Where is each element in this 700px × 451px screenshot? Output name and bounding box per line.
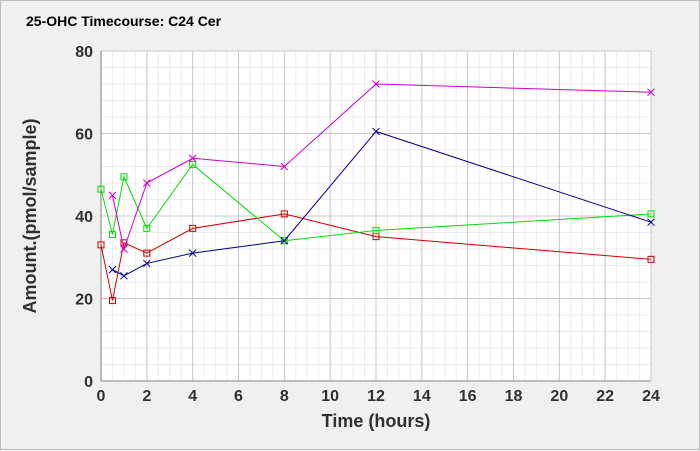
data-point [120,239,128,247]
data-point [189,224,197,232]
data-point [372,226,380,234]
data-point [97,241,105,249]
series-group [97,80,655,305]
data-point [280,236,289,245]
series-line [100,213,652,301]
x-tick-label: 4 [188,388,197,405]
series-3 [108,127,655,280]
x-tick-label: 14 [413,388,431,405]
x-axis-title: Time (hours) [322,411,431,431]
x-tick-label: 22 [596,388,614,405]
data-point [372,127,380,136]
x-tick-label: 8 [280,388,289,405]
data-point [120,173,128,181]
x-tick-label: 24 [642,388,660,405]
data-point [280,162,289,171]
series-2 [97,160,655,245]
data-point [143,249,151,257]
y-tick-label: 0 [84,374,93,391]
y-tick-label: 60 [75,127,93,144]
data-point [108,231,116,239]
series-1 [97,210,655,305]
data-point [647,210,655,218]
x-tick-label: 18 [505,388,523,405]
x-tick-label: 12 [367,388,385,405]
data-point [108,191,117,200]
x-tick-label: 10 [321,388,339,405]
data-point [372,80,380,88]
y-tick-label: 20 [75,292,93,309]
data-point [108,297,116,305]
data-point [188,154,197,163]
y-axis-title: Amount.(pmol/sample) [20,118,40,313]
y-tick-label: 40 [75,209,93,226]
data-point [647,88,655,97]
x-tick-label: 6 [234,388,243,405]
data-point [142,179,151,187]
data-point [647,255,655,263]
data-point [97,185,105,193]
data-point [142,259,151,268]
data-point [143,224,151,232]
data-point [647,218,655,227]
series-line [100,163,652,242]
data-point [120,245,128,253]
data-point [280,210,288,218]
x-tick-label: 16 [459,388,477,405]
x-tick-label: 0 [97,388,106,405]
x-tick-label: 20 [550,388,568,405]
x-tick-label: 2 [142,388,151,405]
data-point [189,160,197,168]
series-4 [108,80,655,253]
axes [100,51,651,382]
data-point [108,265,117,274]
data-point [188,249,197,257]
y-tick-label: 80 [75,44,93,61]
chart-title: 25-OHC Timecourse: C24 Cer [26,13,222,29]
data-point [120,271,128,280]
